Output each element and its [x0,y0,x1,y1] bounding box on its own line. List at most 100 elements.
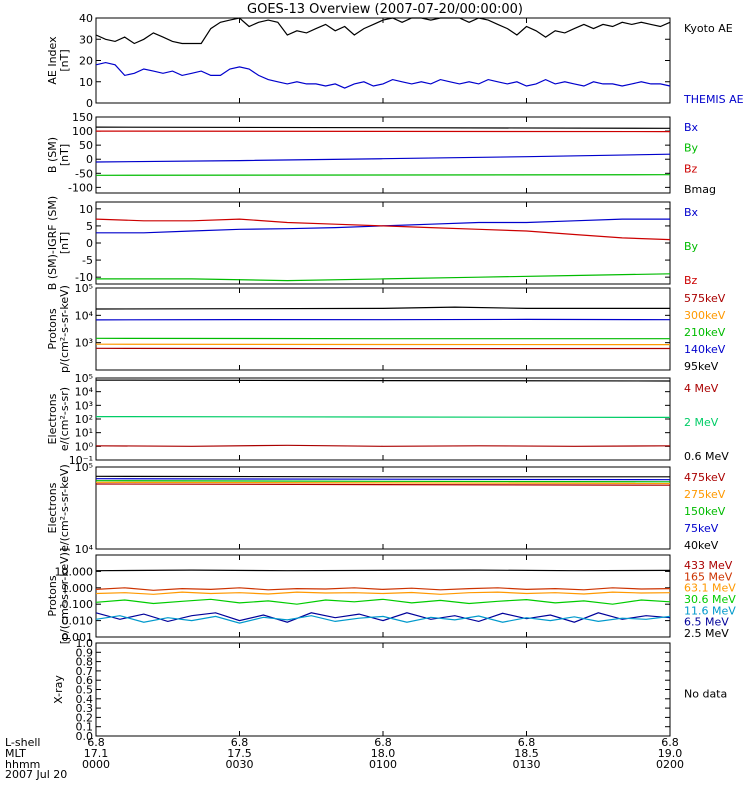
y-tick-label: 10⁵ [75,461,93,474]
y-tick-label: 10⁵ [75,282,93,295]
y-tick-label: 10⁴ [75,309,94,322]
panel-frame [95,287,671,371]
y-tick-label: 5 [86,220,93,233]
y-tick-label: 0.2 [76,711,94,724]
legend-11-6-mev: 11.6 MeV [684,604,736,617]
y-tick-label: 0.0 [76,730,94,743]
series-line-kyoto-ae [95,17,671,45]
x-tick-label-mlt: 19.0 [658,747,683,760]
x-tick-label-lshell: 6.8 [87,736,105,749]
y-tick-label: 20 [79,55,93,68]
legend-bmag: Bmag [684,183,716,196]
y-tick-label: 10³ [75,399,93,412]
legend-210kev: 210keV [684,326,726,339]
x-tick-label-hhmm: 0100 [369,758,397,771]
y-tick-label: 150 [72,111,93,124]
panel-ae: 0 10 20 30 40 AE Index [nT] Kyoto AE THEMIS AE [46,12,744,110]
x-tick-label-mlt: 18.5 [514,747,539,760]
series-line-bz [95,218,671,241]
y-tick-label: 0.010 [62,615,94,628]
y-tick-label: -100 [68,181,93,194]
x-tick-label-lshell: 6.8 [661,736,679,749]
y-tick-label: 10¹ [75,427,93,440]
y-axis-label: X-ray [52,675,65,704]
y-tick-label: 10³ [75,337,93,350]
y-axis-label: Electrons [46,482,59,533]
y-tick-label: 0.4 [76,693,94,706]
legend-75kev: 75keV [684,522,719,535]
x-tick-label-lshell: 6.8 [518,736,536,749]
legend-bx: Bx [684,206,699,219]
legend-95kev: 95keV [684,360,719,373]
y-tick-label: -10 [75,271,93,284]
series-line-2-mev [95,416,671,418]
panel-xray: 0.00.10.20.30.40.50.60.70.80.91.0 X-ray No… [52,637,727,743]
series-line-140kev [95,318,671,321]
y-axis-label: [nT] [58,49,71,71]
panel-protons_low: 10³ 10⁴ 10⁵ Protons p/(cm²-s-sr-keV) 575keV 30… [46,282,726,373]
y-axis-label: AE Index [46,36,59,85]
legend-by: By [684,240,699,253]
y-tick-label: 0.100 [62,598,94,611]
y-axis-label: e/(cm²-s-sr-keV) [58,464,71,552]
legend-by: By [684,142,699,155]
y-tick-label: 10.000 [55,565,94,578]
x-tick-label-lshell: 6.8 [374,736,392,749]
panel-electrons_low: 10⁴ 10⁵ Electrons e/(cm²-s-sr-keV) 475keV 275… [46,461,726,556]
x-row-label: 2007 Jul 20 [5,768,67,781]
legend-themis-ae: THEMIS AE [683,93,744,106]
y-axis-label: B (SM)-IGRF (SM) [46,196,59,290]
panel-b_sm_igrf: -10 -5 0 5 10 B (SM)-IGRF (SM) [nT] Bx By Bz [46,196,699,290]
legend-2-mev: 2 MeV [684,416,719,429]
y-axis-label: Electrons [46,393,59,444]
series-line-2-5-mev [95,569,671,572]
y-tick-label: 0 [86,97,93,110]
legend-150kev: 150keV [684,505,726,518]
y-tick-label: 0.3 [76,702,94,715]
y-axis-label: e/(cm²-s-sr) [58,387,71,451]
legend-40kev: 40keV [684,539,719,552]
panel-frame [95,17,671,104]
series-line-bmag [95,126,671,129]
series-line-63-1-mev [95,591,671,595]
y-axis-label: Protons [46,308,59,349]
y-axis-label: p/(cm²-s-sr-keV) [58,285,71,373]
legend-575kev: 575keV [684,292,726,305]
panel-frame [95,554,671,638]
legend-0-6-mev: 0.6 MeV [684,450,729,463]
x-tick-label-hhmm: 0130 [513,758,541,771]
legend-433-mev: 433 MeV [684,559,733,572]
y-tick-label: 0.6 [76,674,94,687]
y-tick-label: 0.8 [76,656,94,669]
panel-frame [95,642,671,737]
y-tick-label: -50 [75,167,93,180]
y-tick-label: 40 [79,12,93,25]
x-tick-label-mlt: 17.5 [227,747,252,760]
series-line-by [95,174,671,176]
y-tick-label: 10 [79,203,93,216]
y-axis-label: [nT] [58,232,71,254]
series-line-75kev [95,478,671,481]
y-tick-label: 0.1 [76,721,94,734]
series-line-6-5-mev [95,612,671,623]
legend-63-1-mev: 63.1 MeV [684,582,736,595]
legend-bx: Bx [684,121,699,134]
series-line-30-6-mev [95,598,671,605]
legend-kyoto-ae: Kyoto AE [684,22,733,35]
series-line-by [96,273,671,282]
series-line-95kev [95,306,670,310]
y-tick-label: 10² [75,413,93,426]
legend-275kev: 275keV [684,488,726,501]
legend-bz: Bz [684,162,698,175]
x-tick-label-mlt: 17.1 [84,747,109,760]
y-tick-label: 0 [86,153,93,166]
x-tick-label-lshell: 6.8 [231,736,249,749]
y-tick-label: 50 [79,139,93,152]
series-line-bz [95,130,671,133]
